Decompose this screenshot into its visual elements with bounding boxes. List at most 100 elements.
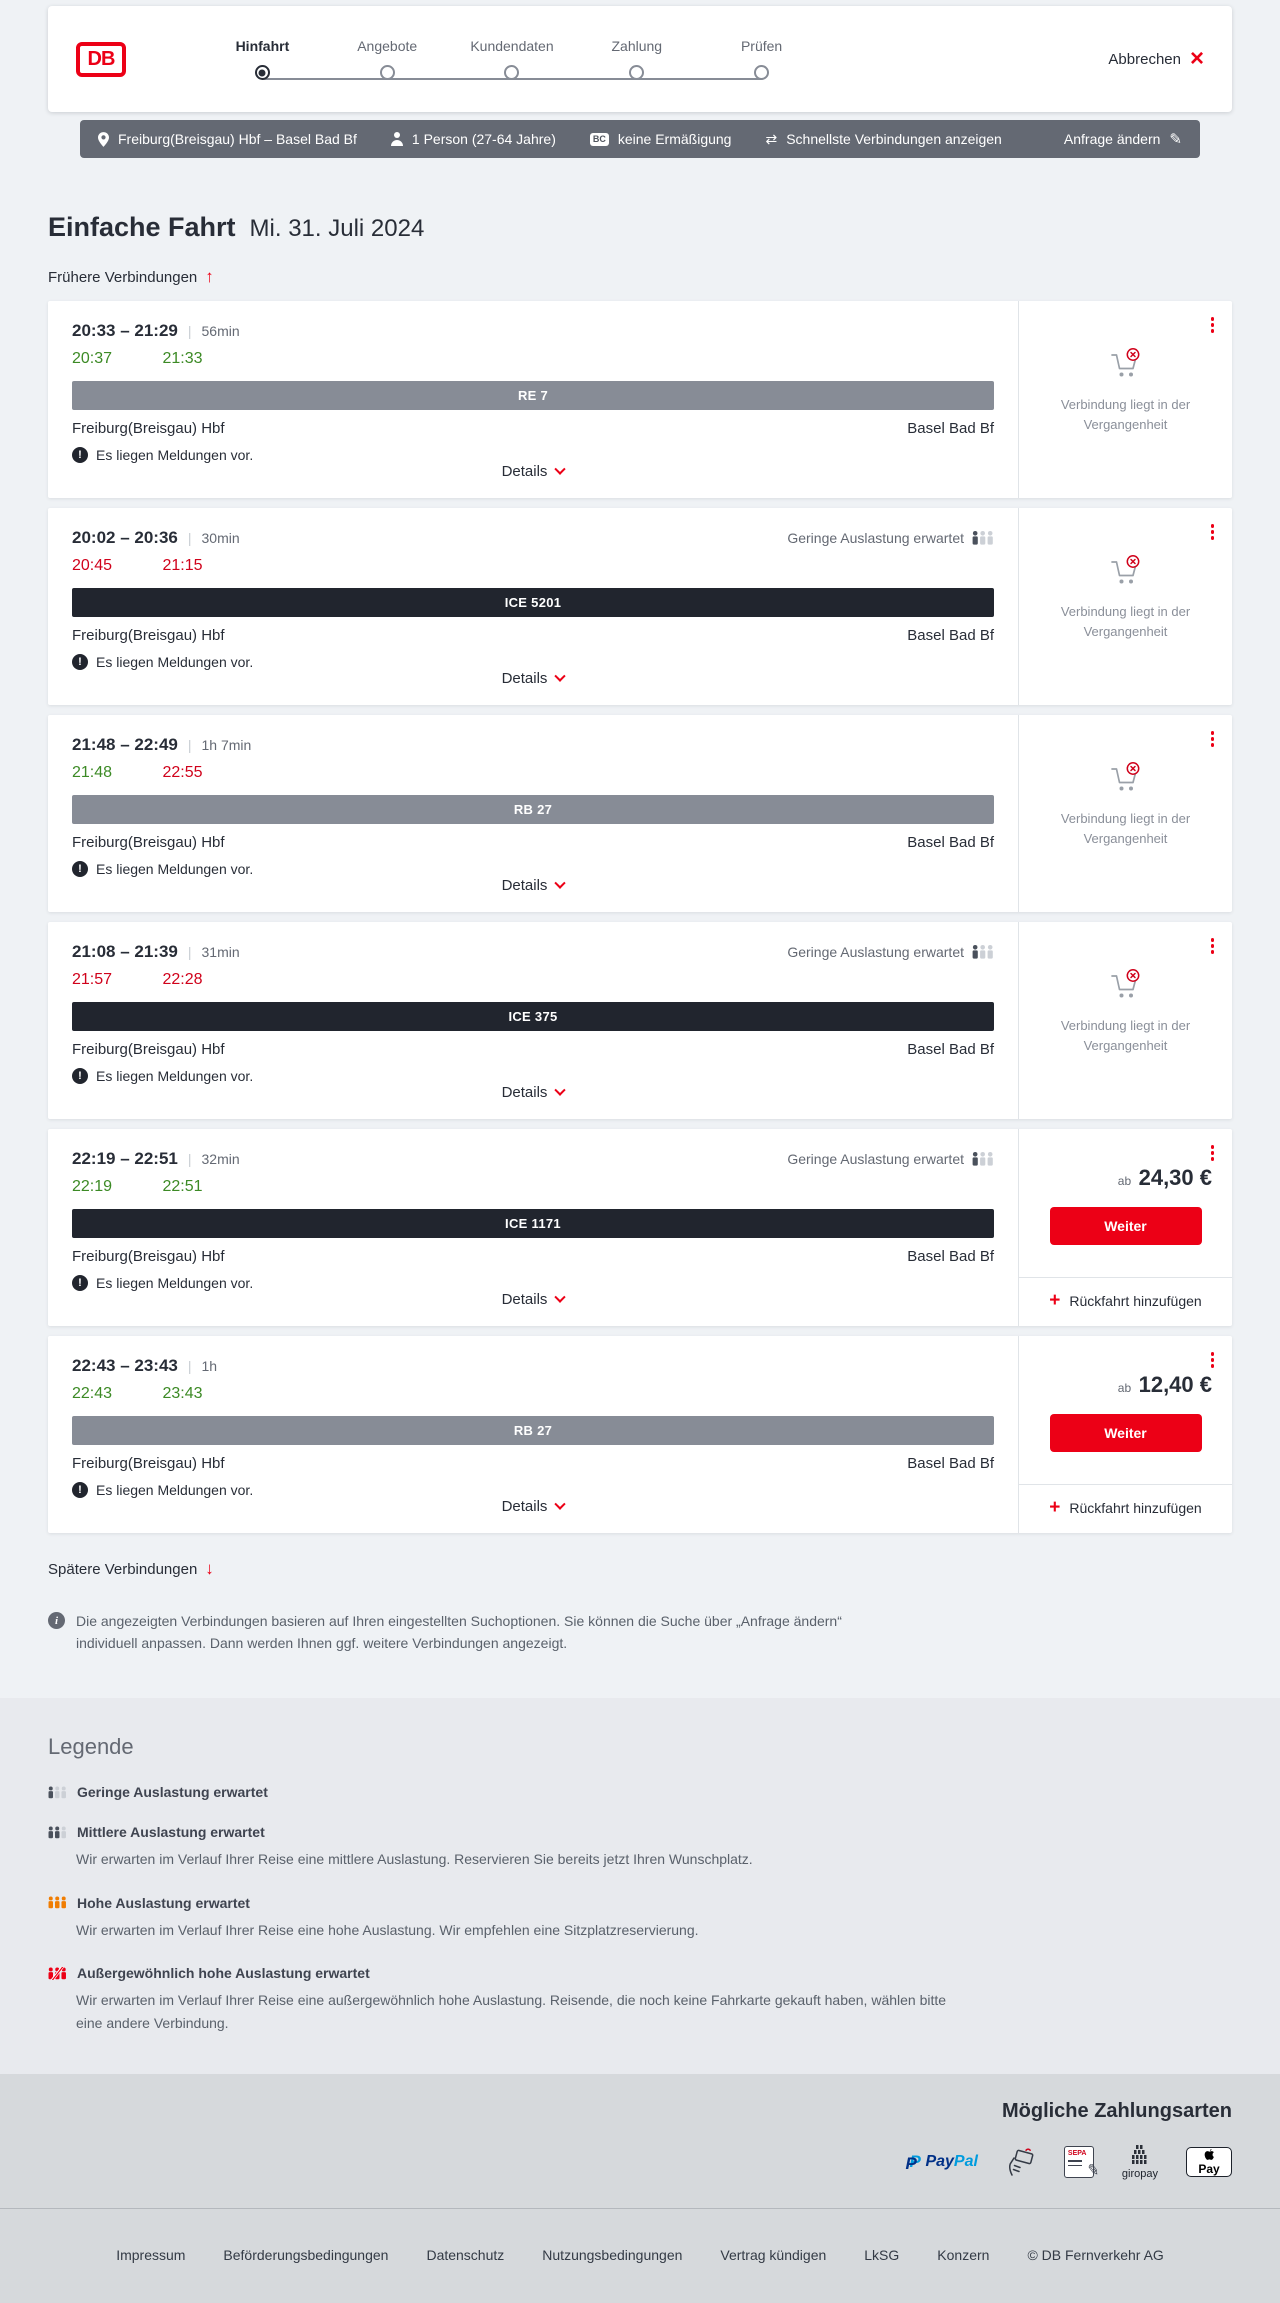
planned-times: 22:43 – 23:43 [72,1356,178,1375]
discount-summary: BC keine Ermäßigung [589,131,731,147]
add-return-button[interactable]: + Rückfahrt hinzufügen [1019,1484,1232,1519]
earlier-connections-link[interactable]: Frühere Verbindungen ↑ [48,267,214,287]
sepa-direct-debit-icon: SEPA ✎ [1063,2146,1101,2180]
service-message-text: Es liegen Meldungen vor. [96,654,254,670]
departure-station: Freiburg(Breisgau) Hbf [72,1455,225,1472]
legend-item-description: Wir erwarten im Verlauf Ihrer Reise eine… [76,1921,699,1938]
giropay-icon: giropay [1122,2144,1158,2180]
past-panel: Verbindung liegt in der Vergangenheit [1041,968,1211,1056]
edit-request-button[interactable]: Anfrage ändern ✎ [1064,130,1182,148]
service-message-text: Es liegen Meldungen vor. [96,861,254,877]
footer-link-befoerderungsbedingungen[interactable]: Beförderungsbedingungen [223,2246,389,2263]
actual-times: 22:43 23:43 [72,1385,994,1403]
details-label: Details [501,463,548,480]
footer-link-vertrag-kuendigen[interactable]: Vertrag kündigen [720,2246,827,2263]
departure-station: Freiburg(Breisgau) Hbf [72,1248,225,1265]
train-line-bar: RB 27 [72,1416,994,1445]
step-kundendaten[interactable]: Kundendaten [450,38,575,80]
chevron-down-icon [554,670,567,682]
step-pruefen[interactable]: Prüfen [699,38,824,80]
details-toggle[interactable]: Details [502,1291,567,1314]
duration: 1h [201,1358,218,1374]
more-options-button[interactable] [1208,314,1218,336]
later-connections-label: Spätere Verbindungen [48,1560,198,1578]
actual-arrival: 22:51 [162,1178,203,1195]
step-angebote[interactable]: Angebote [325,38,450,80]
details-label: Details [501,1498,548,1515]
occupancy-indicator: Geringe Auslastung erwartet [787,530,994,546]
details-toggle[interactable]: Details [502,670,567,693]
cart-unavailable-icon [1110,555,1139,584]
search-options-note: i Die angezeigten Verbindungen basieren … [48,1611,1232,1654]
separator: | [187,530,192,546]
occupancy-level-icon [48,1826,66,1839]
continue-button[interactable]: Weiter [1049,1414,1202,1452]
more-options-button[interactable] [1208,1142,1218,1164]
actual-arrival: 22:55 [162,764,203,781]
alert-icon: ! [72,861,88,877]
connection-side-panel: ab 12,40 € Weiter + Rückfahrt hinzufügen [1018,1336,1232,1533]
train-line-bar: ICE 1171 [72,1209,994,1238]
duration: 32min [201,1151,240,1167]
price-prefix: ab [1117,1174,1132,1188]
alert-icon: ! [72,654,88,670]
duration: 56min [201,323,240,339]
price: ab 12,40 € [1118,1372,1216,1398]
connection-card: 21:48 – 22:49 | 1h 7min 21:48 22:55 RB 2… [48,715,1232,912]
connection-side-panel: Verbindung liegt in der Vergangenheit [1018,922,1232,1119]
footer-link-datenschutz[interactable]: Datenschutz [426,2246,505,2263]
details-toggle[interactable]: Details [501,1084,567,1107]
details-toggle[interactable]: Details [501,463,567,486]
more-options-button[interactable] [1208,728,1218,750]
past-panel: Verbindung liegt in der Vergangenheit [1041,761,1211,849]
footer-link-nutzungsbedingungen[interactable]: Nutzungsbedingungen [542,2246,683,2263]
legend-item-title: Geringe Auslastung erwartet [77,1784,268,1801]
pencil-icon: ✎ [1086,2161,1101,2181]
past-panel: Verbindung liegt in der Vergangenheit [1041,554,1211,642]
more-options-button[interactable] [1208,521,1218,543]
chevron-down-icon [554,1498,567,1510]
occupancy-label: Geringe Auslastung erwartet [787,530,964,546]
copyright-text: © DB Fernverkehr AG [1027,2246,1164,2263]
occupancy-level-icon [48,1786,66,1799]
cart-unavailable-icon [1110,969,1139,998]
occupancy-level-icon [48,1896,66,1909]
connection-side-panel: ab 24,30 € Weiter + Rückfahrt hinzufügen [1018,1129,1232,1326]
past-connection-text: Verbindung liegt in der Vergangenheit [1060,604,1191,640]
connection-main: 20:02 – 20:36 | 30min Geringe Auslastung… [48,508,1018,705]
cancel-button[interactable]: Abbrechen × [1108,47,1204,71]
footer-link-impressum[interactable]: Impressum [116,2246,186,2263]
details-label: Details [501,1084,548,1101]
duration: 1h 7min [201,737,252,753]
actual-departure: 22:19 [72,1178,113,1195]
later-connections-link[interactable]: Spätere Verbindungen ↓ [48,1559,214,1579]
occupancy-indicator: Geringe Auslastung erwartet [787,1151,994,1167]
step-label: Zahlung [611,38,663,54]
details-toggle[interactable]: Details [502,877,567,900]
footer-link-konzern[interactable]: Konzern [937,2246,990,2263]
service-message: ! Es liegen Meldungen vor. [72,1275,994,1291]
occupancy-persons-icon [972,945,993,959]
add-return-button[interactable]: + Rückfahrt hinzufügen [1019,1277,1232,1312]
legend-item: Geringe Auslastung erwartet [48,1784,1232,1800]
more-options-button[interactable] [1208,1349,1218,1371]
add-return-label: Rückfahrt hinzufügen [1069,1499,1202,1516]
price-panel: ab 12,40 € Weiter + Rückfahrt hinzufügen [1019,1350,1232,1519]
more-options-button[interactable] [1208,935,1218,957]
details-toggle[interactable]: Details [501,1498,567,1521]
step-zahlung[interactable]: Zahlung [574,38,699,80]
continue-button[interactable]: Weiter [1049,1207,1202,1245]
footer-link-lksg[interactable]: LkSG [864,2246,900,2263]
arrow-down-icon: ↓ [205,1559,214,1578]
price-value: 24,30 € [1138,1165,1212,1190]
arrival-station: Basel Bad Bf [907,420,994,437]
departure-station: Freiburg(Breisgau) Hbf [72,420,225,437]
checkout-steps: Hinfahrt Angebote Kundendaten Zahlung Pr… [200,38,824,80]
planned-times: 21:48 – 22:49 [72,735,178,754]
sort-text: Schnellste Verbindungen anzeigen [786,131,1002,147]
actual-departure: 22:43 [72,1385,113,1402]
step-hinfahrt[interactable]: Hinfahrt [200,38,325,80]
service-message: ! Es liegen Meldungen vor. [72,861,994,877]
